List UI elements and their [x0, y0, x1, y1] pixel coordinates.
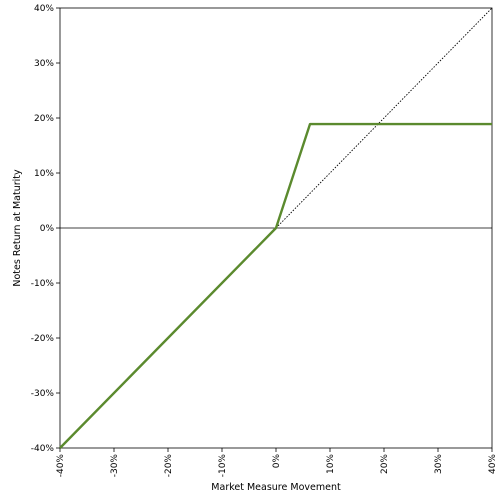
- y-tick-label: -40%: [31, 444, 55, 454]
- x-tick-label: 10%: [326, 454, 336, 474]
- x-axis-title: Market Measure Movement: [211, 482, 341, 493]
- y-tick-label: 20%: [34, 114, 54, 124]
- x-tick-label: -20%: [164, 454, 174, 478]
- y-tick-label: -10%: [31, 279, 55, 289]
- y-tick-label: 40%: [34, 4, 54, 14]
- x-tick-label: -30%: [110, 454, 120, 478]
- x-tick-label: -10%: [218, 454, 228, 478]
- x-tick-label: -40%: [56, 454, 66, 478]
- x-axis: -40% -30% -20% -10% 0% 10% 20% 30% 40%: [56, 448, 498, 477]
- y-axis: -40% -30% -20% -10% 0% 10% 20% 30% 40%: [31, 4, 60, 454]
- y-tick-label: -30%: [31, 389, 55, 399]
- y-axis-title: Notes Return at Maturity: [12, 169, 23, 287]
- x-tick-label: 0%: [272, 454, 282, 469]
- y-tick-label: 0%: [40, 224, 55, 234]
- y-tick-label: 10%: [34, 169, 54, 179]
- payoff-line: [59, 122, 492, 449]
- y-tick-label: 30%: [34, 59, 54, 69]
- x-tick-label: 30%: [434, 454, 444, 474]
- x-tick-label: 20%: [380, 454, 390, 474]
- reference-line: [275, 7, 493, 229]
- series-layer: [59, 7, 493, 449]
- y-tick-label: -20%: [31, 334, 55, 344]
- x-tick-label: 40%: [488, 454, 498, 474]
